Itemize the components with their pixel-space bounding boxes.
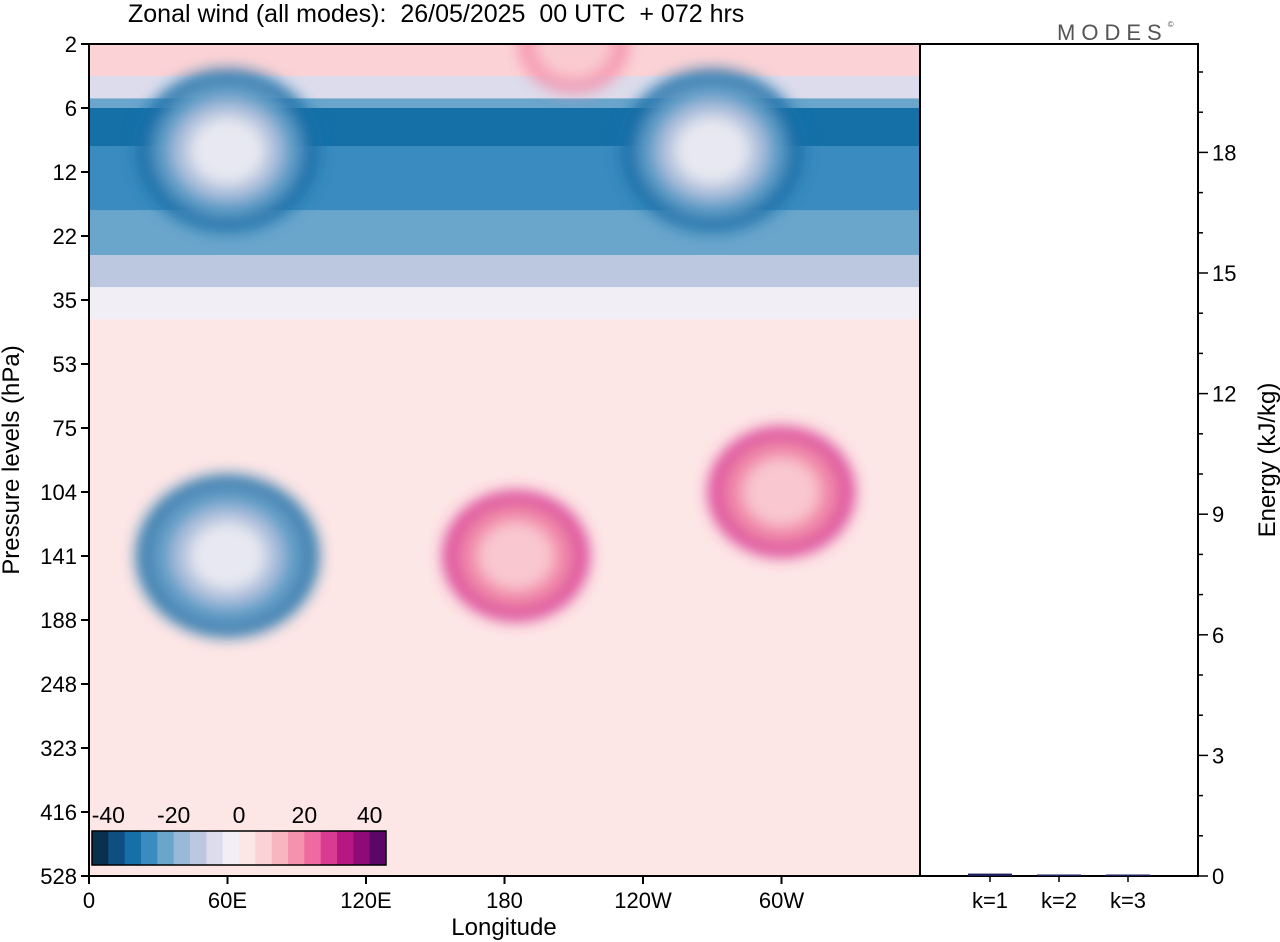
colorbar-tick-label: 0 (233, 802, 246, 828)
y-tick-label: 188 (40, 608, 77, 633)
colorbar-swatch (222, 831, 240, 865)
x-tick-label: 60E (208, 888, 247, 913)
x-tick-label: 120E (340, 888, 391, 913)
y-tick-label: 2 (65, 32, 77, 57)
colorbar-swatch (173, 831, 191, 865)
energy-bar (1106, 874, 1150, 876)
x-axis-label: Longitude (451, 914, 556, 941)
colorbar-swatch (337, 831, 354, 865)
colorbar-swatch (271, 831, 289, 865)
colorbar-tick-label: -40 (92, 802, 125, 828)
y-tick-label: 416 (40, 800, 77, 825)
y-tick-label: 248 (40, 672, 77, 697)
colorbar-tick-label: -20 (157, 802, 190, 828)
y-tick-label: 104 (40, 480, 77, 505)
energy-tick-label: 12 (1212, 382, 1236, 407)
y-tick-label: 323 (40, 736, 77, 761)
x-tick-label: 120W (614, 888, 672, 913)
colorbar-swatch (239, 831, 256, 865)
energy-category-label: k=3 (1110, 888, 1146, 913)
y-axis-label: Pressure levels (hPa) (0, 345, 25, 574)
energy-panel-frame (919, 43, 1199, 877)
heatmap-features (135, 44, 856, 638)
y-tick-label: 6 (65, 96, 77, 121)
heatmap-band (89, 98, 920, 108)
energy-category-label: k=1 (972, 888, 1008, 913)
heatmap-plot (89, 44, 920, 876)
chart-title: Zonal wind (all modes): 26/05/2025 00 UT… (128, 0, 745, 28)
brand-mark: © (1167, 20, 1174, 29)
heatmap-feature (743, 458, 820, 526)
energy-tick-label: 18 (1212, 140, 1236, 165)
brand-logo: MODES© (1057, 20, 1174, 46)
heatmap-feature (674, 116, 751, 185)
x-tick-label: 0 (83, 888, 95, 913)
heatmap-band (89, 319, 920, 364)
heatmap-feature (189, 522, 266, 590)
colorbar-swatch (124, 831, 142, 865)
y-tick-label: 53 (53, 352, 77, 377)
colorbar-frame (91, 830, 387, 866)
heatmap-feature (189, 116, 266, 185)
colorbar-swatch (157, 831, 175, 865)
colorbar-swatch (288, 831, 305, 865)
brand-name: MODES (1057, 20, 1168, 45)
colorbar-swatch (141, 831, 158, 865)
colorbar-swatch (206, 831, 224, 865)
x-tick-label: 180 (486, 888, 523, 913)
colorbar-swatch (108, 831, 126, 865)
x-tick-label: 60W (759, 888, 804, 913)
colorbar-swatch (190, 831, 207, 865)
energy-bars: k=1 k=2 k=3 (968, 873, 1150, 913)
colorbar-swatch (353, 831, 371, 865)
energy-bar (1037, 874, 1081, 876)
heatmap-feature (535, 44, 612, 78)
y-tick-label: 12 (53, 160, 77, 185)
colorbar-swatch (369, 831, 387, 865)
energy-tick-label: 3 (1212, 743, 1224, 768)
energy-axis-label: Energy (kJ/kg) (1254, 383, 1280, 538)
heatmap-band (89, 255, 920, 288)
energy-tick-label: 0 (1212, 864, 1224, 889)
colorbar: -40 -20 0 20 40 (91, 802, 387, 866)
colorbar-swatch (320, 831, 338, 865)
energy-tick-label: 6 (1212, 623, 1224, 648)
colorbar-swatch (92, 831, 109, 865)
energy-tick-label: 15 (1212, 261, 1236, 286)
colorbar-swatch (255, 831, 273, 865)
energy-category-label: k=2 (1041, 888, 1077, 913)
y-tick-label: 35 (53, 288, 77, 313)
y-tick-label: 75 (53, 416, 77, 441)
colorbar-tick-label: 40 (357, 802, 383, 828)
energy-bar (968, 873, 1012, 876)
y-tick-label: 22 (53, 224, 77, 249)
heatmap-band (89, 287, 920, 320)
colorbar-swatch (304, 831, 322, 865)
energy-tick-label: 9 (1212, 502, 1224, 527)
colorbar-tick-label: 20 (292, 802, 318, 828)
y-tick-label: 528 (40, 864, 77, 889)
heatmap-feature (478, 522, 555, 590)
y-tick-label: 141 (40, 544, 77, 569)
